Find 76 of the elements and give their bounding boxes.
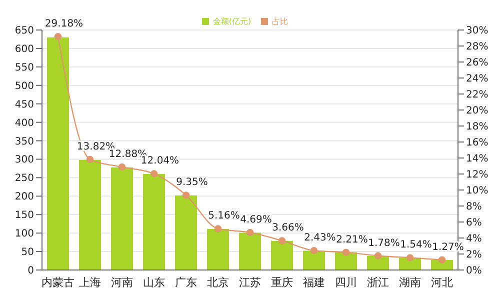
point [246,228,254,236]
x-tick-label: 河南 [111,276,133,289]
y2-tick-label: 30% [466,26,488,37]
bar [239,232,261,270]
data-label: 5.16% [208,210,240,222]
point [214,225,222,232]
x-tick-label: 上海 [79,276,101,289]
point [438,256,446,264]
data-label: 1.54% [400,240,432,251]
data-label: 3.66% [272,222,304,234]
data-label: 29.18% [44,18,84,30]
point [86,156,94,164]
x-tick-label: 河北 [431,276,453,289]
x-tick-label: 山东 [143,276,165,289]
y2-tick-label: 16% [466,138,488,149]
y-tick-label: 600 [14,44,34,55]
x-tick-label: 广东 [175,276,197,289]
y2-tick-label: 24% [466,74,488,85]
y-tick-label: 500 [14,80,34,92]
y-tick-label: 50 [21,247,34,258]
x-tick-label: 浙江 [367,276,389,289]
y-tick-label: 400 [14,118,34,129]
y-tick-label: 450 [14,99,34,110]
point [342,248,350,256]
y2-tick-label: 8% [466,202,482,213]
y-tick-label: 0 [28,266,34,276]
x-tick-label: 福建 [303,276,325,289]
y-tick-label: 200 [14,192,34,203]
y2-tick-label: 18% [466,122,488,133]
data-label: 9.35% [176,177,208,188]
legend-label: 占比 [272,17,288,26]
bar [143,174,165,270]
y2-tick-label: 12% [466,170,488,181]
bar [271,240,293,270]
data-label: 2.43% [304,232,336,244]
y2-tick-label: 10% [466,186,488,197]
x-tick-label: 江苏 [239,276,261,289]
point [54,32,62,40]
point [118,163,126,171]
bar [175,195,197,270]
y-tick-label: 100 [14,228,34,240]
y-tick-label: 650 [14,26,34,36]
bar [207,229,229,270]
point [374,252,382,260]
data-label: 2.21% [336,234,368,246]
bar [111,167,133,270]
legend-label: 金额(亿元) [212,17,252,26]
point [182,192,190,199]
x-tick-label: 四川 [335,276,357,289]
y-tick-label: 350 [14,136,34,148]
y2-tick-label: 6% [466,218,482,229]
y-tick-label: 250 [14,173,34,184]
x-tick-label: 重庆 [271,276,293,289]
y-tick-label: 150 [14,210,34,222]
y2-tick-label: 22% [466,90,488,101]
data-label: 1.78% [368,238,400,249]
x-tick-label: 湖南 [399,276,421,289]
y2-tick-label: 0% [466,266,482,277]
data-label: 4.69% [240,214,272,226]
y2-tick-label: 14% [466,154,488,165]
point [310,246,318,254]
point [406,254,414,262]
x-tick-label: 北京 [207,276,229,289]
bar [79,160,101,270]
y2-tick-label: 20% [466,106,488,117]
y2-tick-label: 4% [466,234,482,245]
y2-tick-label: 26% [466,58,488,69]
bar [47,37,69,270]
point [150,170,158,178]
bar [303,250,325,270]
y-tick-label: 550 [14,62,34,74]
y2-tick-label: 2% [466,250,482,261]
y-tick-label: 300 [14,154,34,166]
y2-tick-label: 28% [466,42,488,53]
point [278,237,286,244]
x-tick-label: 内蒙古 [42,276,74,289]
